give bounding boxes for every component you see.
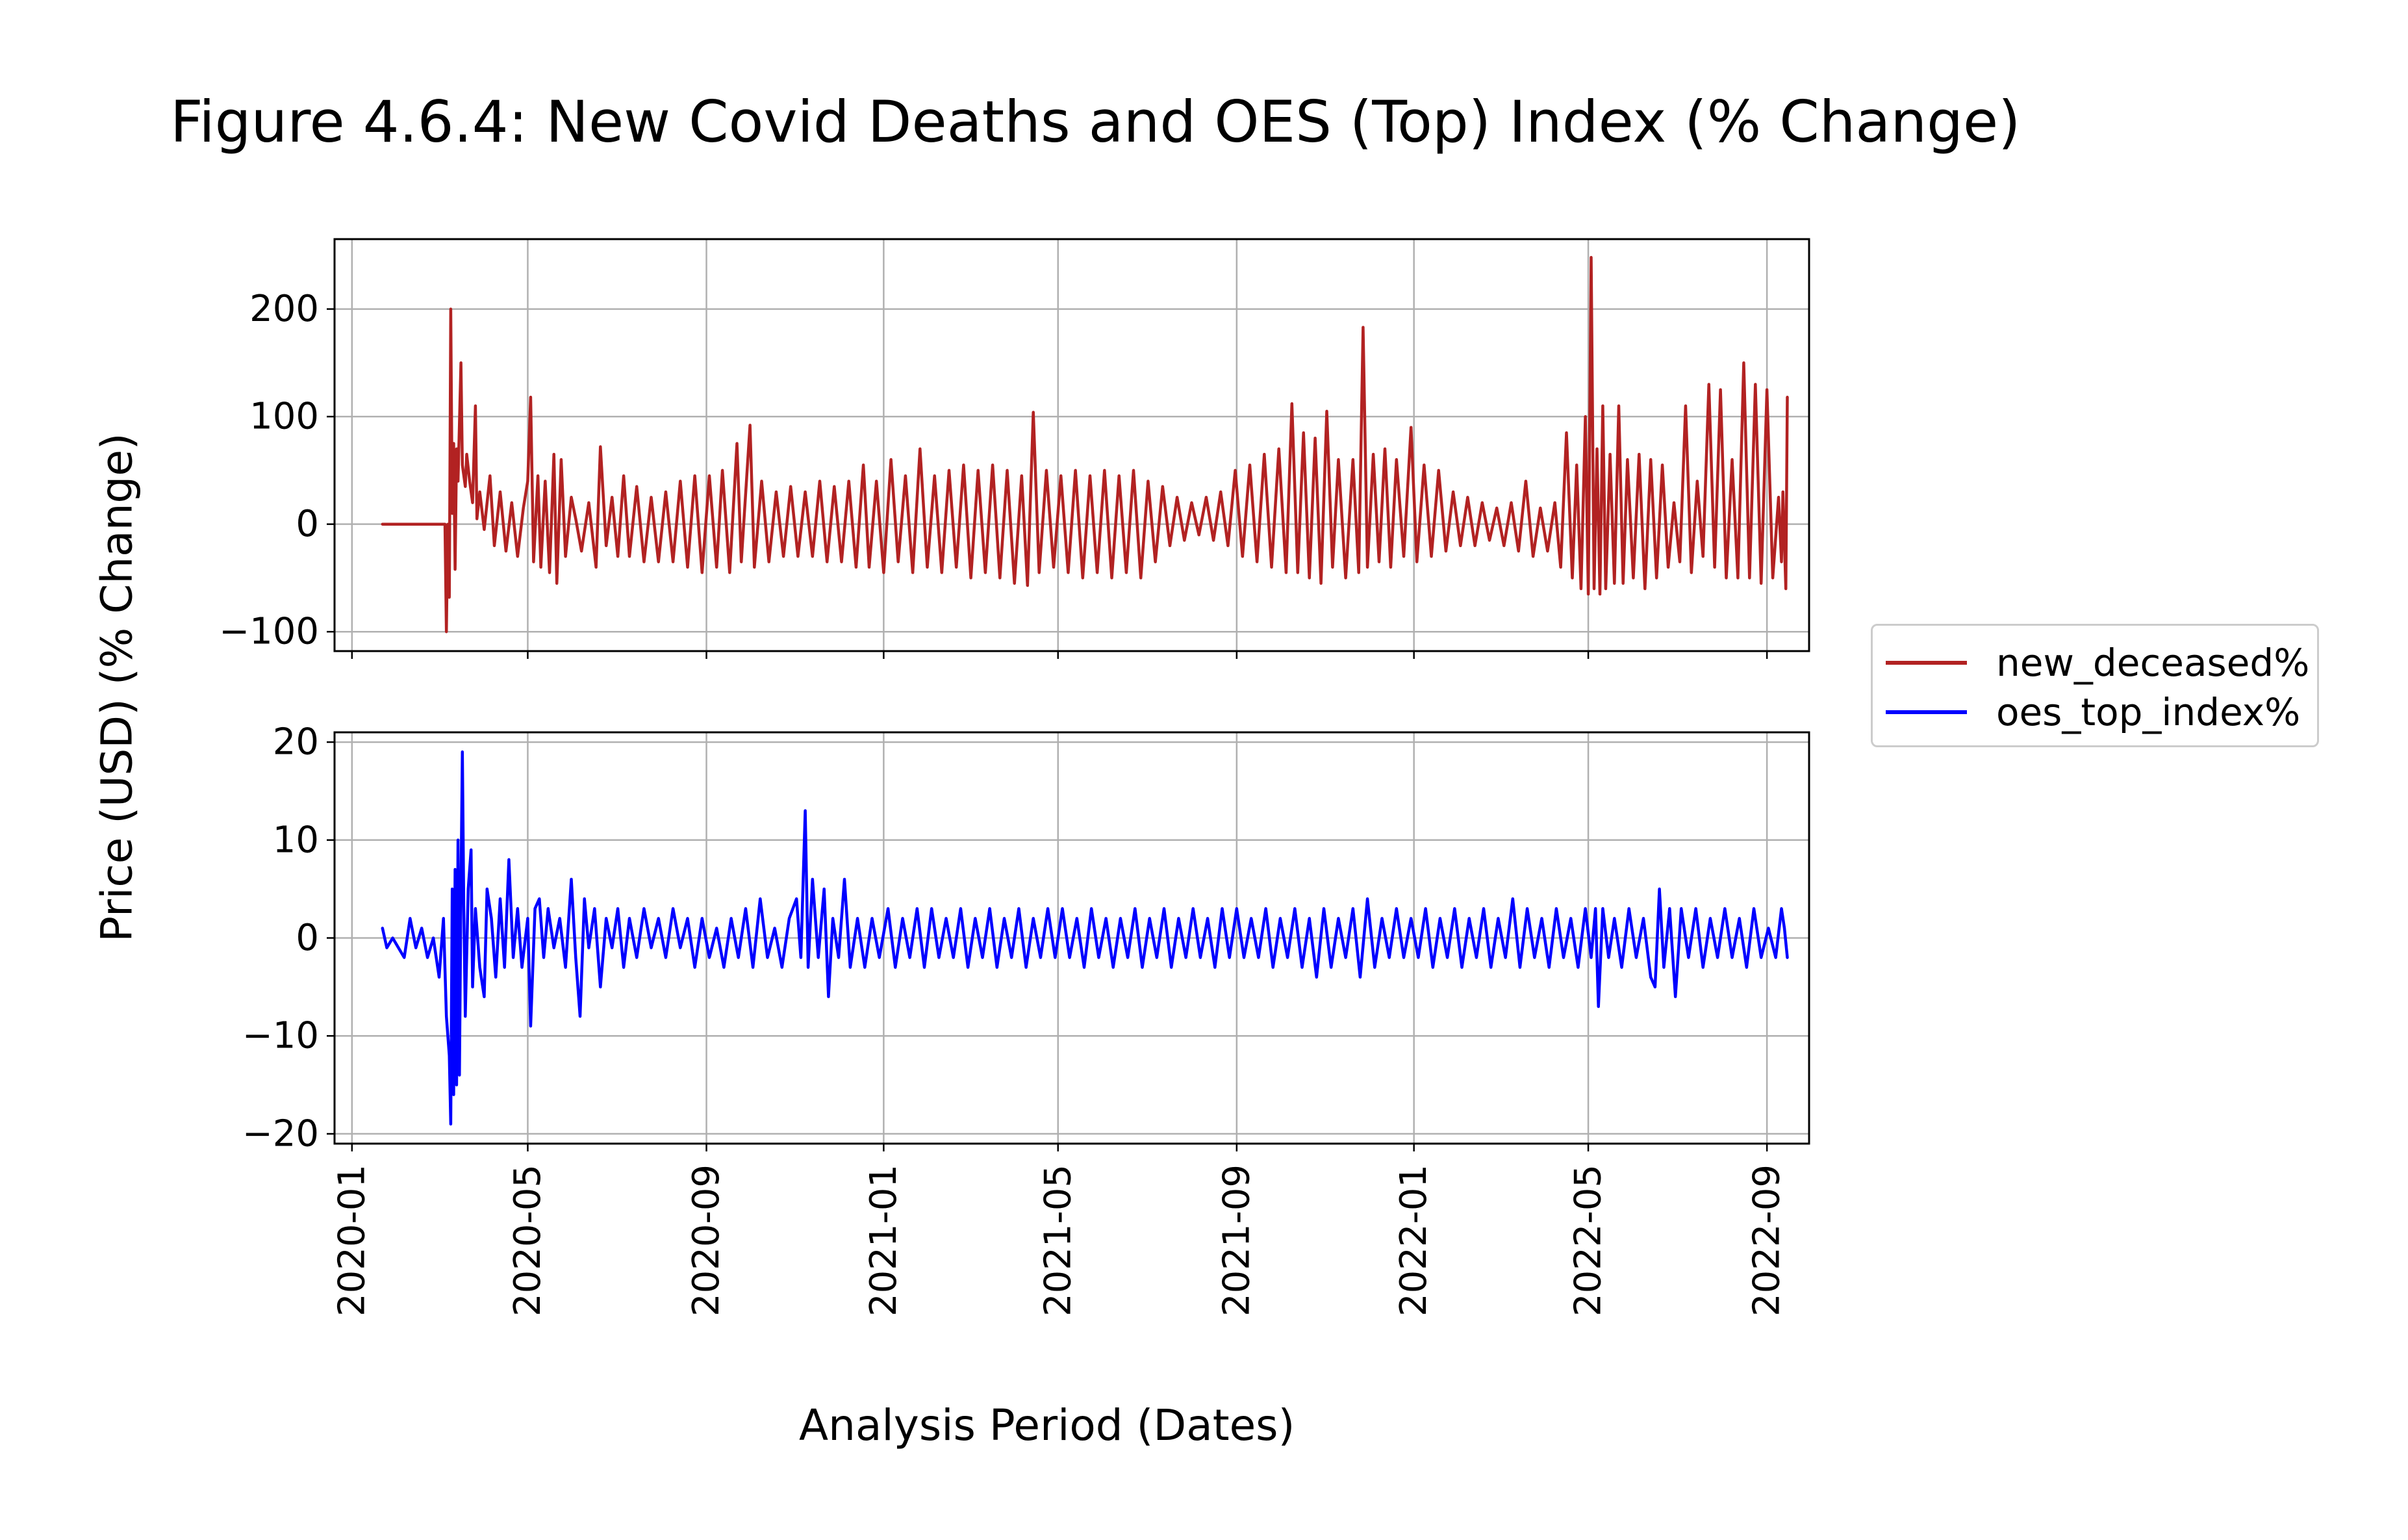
x-tick-label: 2021-01 [863, 1164, 905, 1316]
y-tick-label: −100 [219, 611, 319, 653]
y-tick-label: −20 [242, 1112, 319, 1155]
y-tick-label: 10 [273, 819, 319, 861]
y-tick-label: 0 [296, 503, 319, 545]
legend-swatch-oes-top-index [1886, 710, 1967, 714]
x-tick-label: 2021-05 [1037, 1164, 1079, 1316]
x-tick-label: 2021-09 [1215, 1164, 1258, 1316]
x-axis-label: Analysis Period (Dates) [799, 1400, 1295, 1450]
y-axis-label: Price (USD) (% Change) [92, 433, 142, 942]
series-line-new-deceased- [381, 255, 1789, 634]
legend-item-new-deceased: new_deceased% [1886, 640, 2309, 686]
legend: new_deceased% oes_top_index% [1871, 624, 2319, 747]
y-tick-label: −10 [242, 1015, 319, 1057]
legend-item-oes-top-index: oes_top_index% [1886, 689, 2300, 735]
x-tick-label: 2022-01 [1393, 1164, 1435, 1316]
x-tick-label: 2020-05 [507, 1164, 549, 1316]
bottom-panel-oes-index: 2020-01 2020-05 2020-09 2021-01 2021-05 2021-… [242, 721, 1810, 1316]
y-tick-label: 200 [249, 288, 319, 330]
legend-label-oes-top-index: oes_top_index% [1996, 690, 2301, 734]
y-tick-label: 100 [249, 396, 319, 438]
top-panel-deaths: −100 0 100 200 [219, 238, 1810, 659]
y-tick-label: 20 [273, 721, 319, 764]
x-tick-label: 2022-09 [1746, 1164, 1788, 1316]
x-tick-label: 2020-09 [685, 1164, 728, 1316]
axes-frame [333, 731, 1810, 1145]
chart-title: Figure 4.6.4: New Covid Deaths and OES (… [170, 88, 2021, 155]
axes-frame [333, 238, 1810, 652]
series-line-oes-top-index- [381, 750, 1789, 1126]
x-tick-label: 2020-01 [331, 1164, 373, 1316]
x-tick-label: 2022-05 [1567, 1164, 1610, 1316]
y-tick-label: 0 [296, 917, 319, 959]
legend-label-new-deceased: new_deceased% [1996, 641, 2310, 685]
legend-swatch-new-deceased [1886, 661, 1967, 665]
